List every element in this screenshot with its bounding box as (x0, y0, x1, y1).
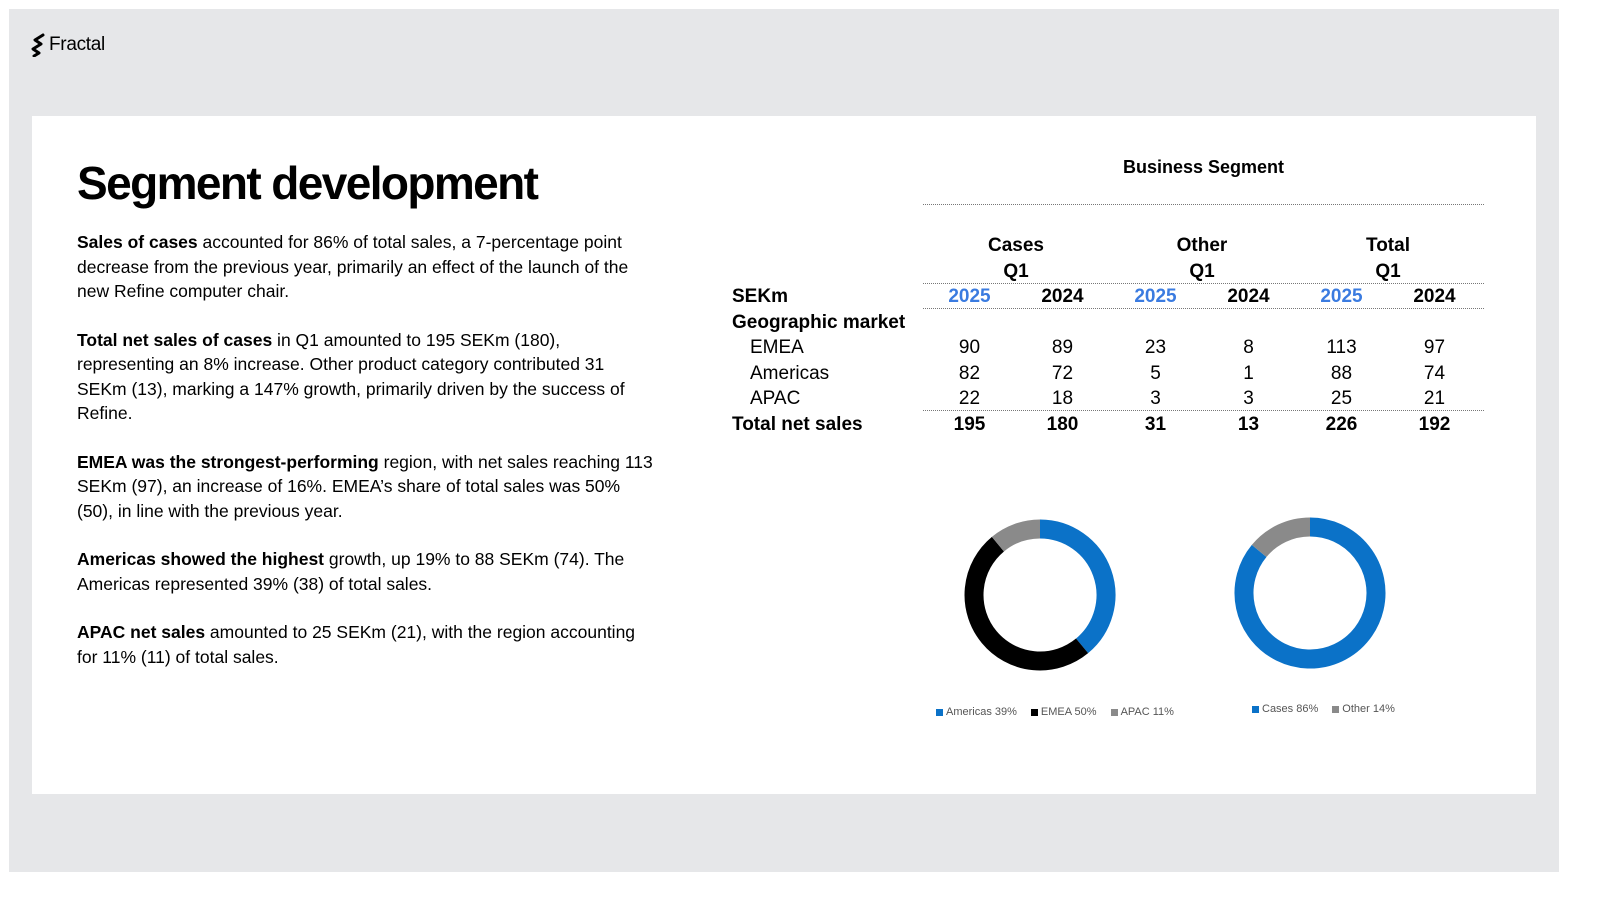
paragraph-body: accounted for 86% of total sales, a 7-pe… (77, 232, 629, 301)
paragraph: APAC net sales amounted to 25 SEKm (21),… (77, 620, 657, 669)
group-period: Q1 (1003, 260, 1029, 282)
paragraph-lead: APAC net sales (77, 622, 206, 642)
donut-slice (1234, 517, 1386, 669)
table-cell: 1 (1243, 362, 1254, 384)
total-label: Total net sales (732, 413, 863, 435)
divider (923, 308, 1484, 309)
table-cell: 21 (1423, 388, 1446, 409)
year-header: 2025 (1134, 286, 1177, 307)
paragraph-body: amounted to 25 SEKm (21), with the regio… (77, 622, 636, 667)
paragraph: Sales of cases accounted for 86% of tota… (77, 230, 657, 304)
row-label: EMEA (750, 337, 804, 358)
section-label: Geographic market (732, 311, 906, 333)
donut-slice (1251, 517, 1311, 558)
row-label: APAC (750, 388, 801, 409)
legend-label: EMEA 50% (1040, 706, 1097, 718)
table-cell: 89 (1051, 337, 1074, 358)
legend-swatch (1030, 708, 1038, 716)
paragraph-body: growth, up 19% to 88 SEKm (74). The Amer… (77, 549, 625, 594)
table-cell: 25 (1330, 388, 1353, 409)
legend-item: Americas 39% (936, 706, 1017, 718)
year-header: 2025 (948, 286, 991, 307)
legend-swatch (1110, 708, 1118, 716)
donut-slice (991, 519, 1041, 552)
group-name: Other (1176, 235, 1228, 256)
table-cell: 113 (1326, 337, 1357, 358)
content-card: Segment development Sales of cases accou… (32, 116, 1536, 794)
segment-share-donut (1234, 517, 1386, 669)
legend-swatch (1332, 705, 1340, 713)
legend-label: Americas 39% (946, 706, 1017, 718)
legend-swatch (936, 708, 943, 716)
paragraph: EMEA was the strongest-performing region… (77, 450, 657, 524)
table-cell: 90 (958, 337, 981, 358)
table-cell: 3 (1243, 388, 1254, 409)
paragraph-lead: Total net sales of cases (77, 329, 273, 350)
legend-label: Other 14% (1342, 703, 1395, 715)
table-cell: 5 (1150, 362, 1161, 384)
table-cell: 18 (1051, 388, 1074, 409)
slide-background: Fractal Segment development Sales of cas… (9, 9, 1559, 872)
donut-slice (1039, 519, 1116, 654)
total-cell: 226 (1325, 413, 1358, 435)
year-header: 2024 (1227, 286, 1270, 307)
table-cell: 82 (958, 362, 981, 384)
divider (923, 204, 1484, 205)
table-cell: 72 (1051, 362, 1074, 384)
total-cell: 192 (1418, 413, 1451, 435)
fractal-logo-icon (31, 33, 45, 57)
group-period: Q1 (1189, 260, 1215, 282)
year-header: 2024 (1413, 286, 1456, 307)
brand-name: Fractal (49, 34, 105, 55)
paragraph: Total net sales of cases in Q1 amounted … (77, 328, 657, 426)
table-cell: 23 (1144, 337, 1167, 358)
divider (923, 410, 1484, 411)
total-cell: 195 (953, 413, 986, 435)
brand-logo: Fractal (31, 31, 105, 59)
table-cell: 74 (1423, 362, 1446, 384)
region-share-donut (964, 519, 1116, 671)
legend-item: Other 14% (1332, 703, 1395, 715)
table-cell: 3 (1150, 388, 1161, 409)
total-cell: 13 (1237, 413, 1260, 435)
table-cell: 22 (958, 388, 981, 409)
paragraph-lead: Sales of cases (77, 232, 198, 252)
legend-item: APAC 11% (1110, 706, 1174, 718)
legend-swatch (1252, 705, 1259, 713)
page-title: Segment development (77, 157, 539, 209)
divider (923, 282, 1484, 284)
group-name: Cases (988, 235, 1044, 256)
paragraph: Americas showed the highest growth, up 1… (77, 547, 657, 596)
group-period: Q1 (1375, 260, 1401, 282)
legend-item: Cases 86% (1252, 703, 1318, 715)
commentary: Sales of cases accounted for 86% of tota… (77, 230, 657, 693)
region-share-legend: Americas 39% EMEA 50% APAC 11% (936, 706, 1174, 718)
table-cell: 8 (1243, 337, 1254, 358)
table-cell: 88 (1330, 362, 1353, 384)
row-label: Americas (750, 362, 830, 384)
total-cell: 31 (1144, 413, 1167, 435)
table-cell: 97 (1423, 337, 1446, 358)
paragraph-body: region, with net sales reaching 113 SEKm… (77, 451, 653, 521)
paragraph-lead: EMEA was the strongest-performing (77, 451, 379, 472)
segment-share-legend: Cases 86% Other 14% (1252, 703, 1395, 715)
unit-label: SEKm (732, 286, 788, 307)
legend-item: EMEA 50% (1030, 706, 1097, 718)
year-header: 2025 (1320, 286, 1363, 307)
donut-slice (964, 536, 1089, 671)
paragraph-body: in Q1 amounted to 195 SEKm (180), repres… (77, 329, 625, 424)
legend-label: Cases 86% (1262, 703, 1319, 715)
total-cell: 180 (1046, 413, 1079, 435)
group-name: Total (1366, 235, 1410, 256)
year-header: 2024 (1041, 286, 1084, 307)
table-title: Business Segment (1122, 157, 1285, 177)
paragraph-lead: Americas showed the highest (77, 549, 325, 569)
legend-label: APAC 11% (1120, 706, 1174, 718)
